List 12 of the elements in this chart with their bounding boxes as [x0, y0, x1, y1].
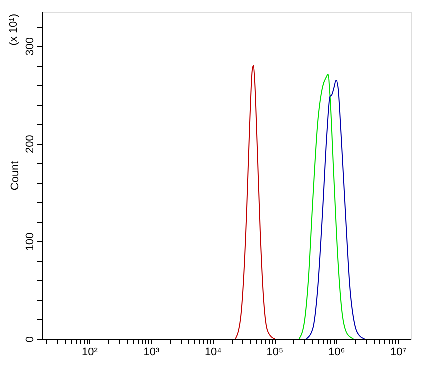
x-tick-label: 10⁵ [266, 346, 284, 358]
y-tick-label: 300 [24, 37, 36, 56]
y-axis-title: Count [10, 161, 22, 191]
text: (x 10¹) [8, 14, 20, 46]
x-tick-label: 10² [82, 346, 98, 358]
y-tick-label: 200 [24, 135, 36, 154]
x-tick-label: 10⁶ [328, 346, 346, 358]
x-tick-label: 10³ [144, 346, 160, 358]
x-tick-label: 10⁷ [390, 346, 407, 358]
y-tick-label: 100 [24, 232, 36, 252]
x-tick-label: 10⁴ [204, 346, 222, 358]
y-tick-label: 0 [24, 336, 36, 343]
